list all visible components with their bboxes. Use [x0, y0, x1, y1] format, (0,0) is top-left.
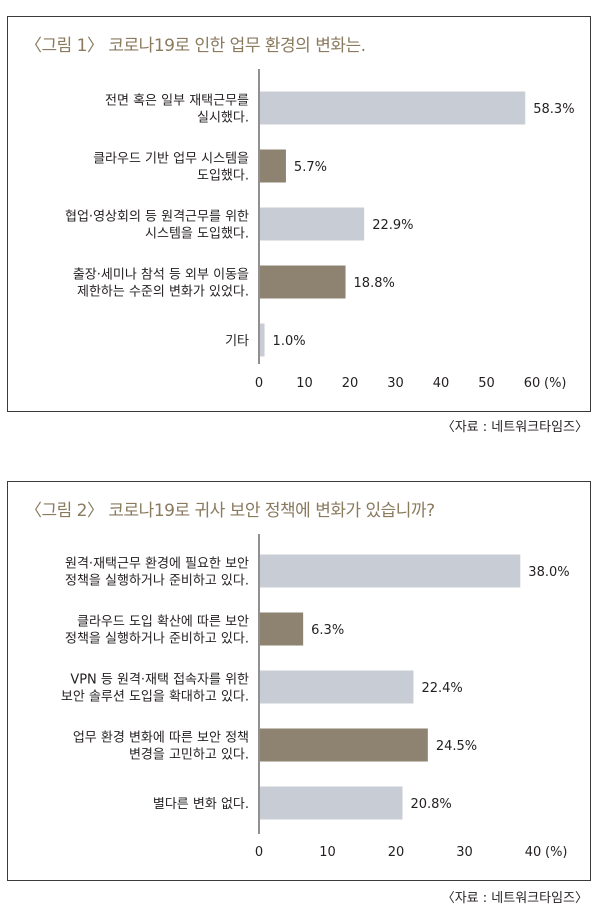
chart-2-title: 〈그림 2〉 코로나19로 귀사 보안 정책에 변화가 있습니까? — [25, 501, 435, 521]
x-tick-label: 30 — [456, 845, 473, 860]
bar — [260, 728, 428, 762]
category-label: 협업·영상회의 등 원격근무를 위한 — [65, 210, 249, 225]
data-label: 22.9% — [372, 218, 413, 233]
bar — [260, 207, 365, 241]
category-label: 제한하는 수준의 변화가 있었다. — [77, 285, 249, 300]
category-label: 시스템을 도입했다. — [145, 226, 249, 242]
bar — [260, 612, 304, 646]
category-label: 업무 환경 변화에 따른 보안 정책 — [73, 731, 249, 746]
chart-1-source: 〈자료 : 네트워크타임즈〉 — [441, 420, 588, 435]
category-label: 별다른 변화 없다. — [153, 797, 249, 812]
data-label: 1.0% — [273, 334, 306, 349]
x-tick-label: 20 — [342, 376, 359, 391]
category-label: 보안 솔루션 도입을 확대하고 있다. — [61, 690, 249, 705]
category-label: VPN 등 원격·재택 접속자를 위한 — [70, 673, 249, 688]
x-tick-label: 0 — [255, 845, 263, 860]
category-label: 전면 혹은 일부 재택근무를 — [105, 94, 249, 109]
category-label: 원격·재택근무 환경에 필요한 보안 — [65, 557, 249, 572]
x-tick-label: 0 — [255, 376, 263, 391]
bar — [260, 554, 521, 588]
chart-2-source: 〈자료 : 네트워크타임즈〉 — [441, 891, 588, 906]
category-label: 출장·세미나 참석 등 외부 이동을 — [73, 268, 249, 283]
category-label: 기타 — [225, 334, 249, 349]
bar — [260, 91, 526, 125]
bar — [260, 786, 403, 820]
chart-panel-1: 〈그림 1〉 코로나19로 인한 업무 환경의 변화는. 58.3% 전면 혹은 … — [7, 16, 591, 412]
x-unit-label: (%) — [545, 845, 568, 860]
category-label: 실시했다. — [197, 110, 249, 126]
x-tick-label: 10 — [319, 845, 336, 860]
bar — [260, 670, 414, 704]
category-label: 정책을 실행하거나 준비하고 있다. — [65, 573, 249, 589]
category-label: 변경을 고민하고 있다. — [129, 748, 249, 763]
category-label: 도입했다. — [197, 168, 249, 184]
bar — [260, 265, 346, 299]
data-label: 18.8% — [354, 276, 395, 291]
chart-panel-2: 〈그림 2〉 코로나19로 귀사 보안 정책에 변화가 있습니까? 38.0% 원… — [7, 481, 591, 881]
category-label: 클라우드 기반 업무 시스템을 — [93, 152, 249, 167]
data-label: 5.7% — [294, 160, 327, 175]
x-tick-label: 20 — [388, 845, 405, 860]
x-tick-label: 50 — [478, 376, 495, 391]
x-tick-label: 10 — [296, 376, 313, 391]
x-tick-label: 40 — [525, 845, 542, 860]
x-tick-label: 60 — [524, 376, 541, 391]
data-label: 20.8% — [410, 797, 451, 812]
chart-1-title: 〈그림 1〉 코로나19로 인한 업무 환경의 변화는. — [25, 36, 366, 56]
data-label: 6.3% — [311, 623, 344, 638]
category-label: 정책을 실행하거나 준비하고 있다. — [65, 631, 249, 647]
data-label: 38.0% — [528, 565, 569, 580]
x-tick-label: 40 — [433, 376, 450, 391]
data-label: 58.3% — [533, 102, 574, 117]
x-unit-label: (%) — [544, 376, 567, 391]
bar — [260, 323, 265, 357]
x-tick-label: 30 — [387, 376, 404, 391]
bar — [260, 149, 286, 183]
category-label: 클라우드 도입 확산에 따른 보안 — [77, 615, 249, 630]
data-label: 22.4% — [421, 681, 462, 696]
data-label: 24.5% — [436, 739, 477, 754]
